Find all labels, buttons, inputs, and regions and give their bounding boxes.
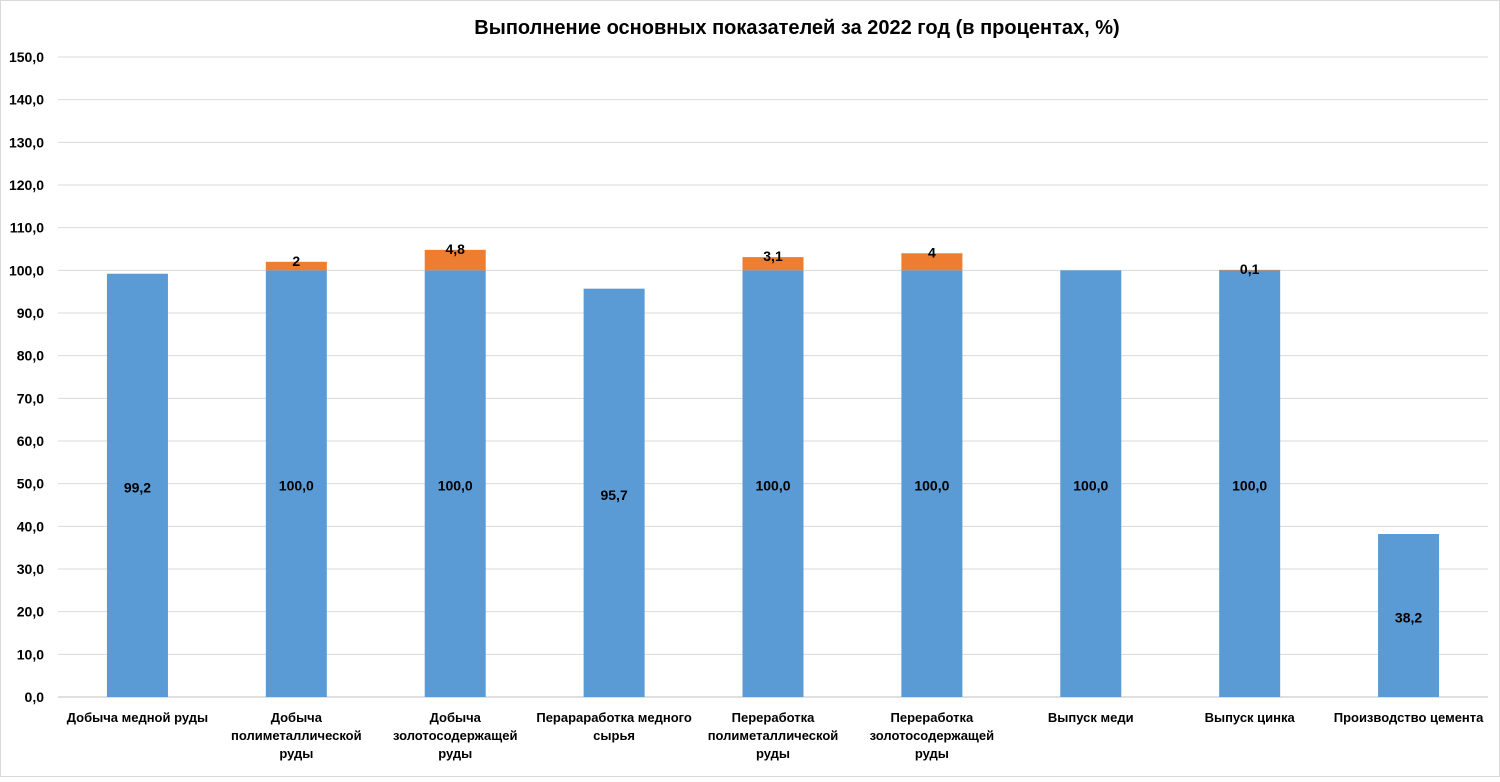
bar-overshoot <box>901 253 963 271</box>
data-label-base: 100,0 <box>1073 478 1108 494</box>
bar-base <box>106 273 168 697</box>
bar-base <box>265 270 327 697</box>
x-tick-label: Выпуск меди <box>1048 710 1134 725</box>
y-tick-label: 150,0 <box>9 49 44 65</box>
bar-overshoot <box>742 257 804 271</box>
data-label-base: 100,0 <box>914 478 949 494</box>
bar-overshoot <box>1219 269 1281 271</box>
x-tick-label: Переработка полиметаллической руды <box>708 710 839 761</box>
y-tick-label: 80,0 <box>17 348 44 364</box>
y-tick-label: 0,0 <box>25 689 45 705</box>
x-axis: Добыча медной руды Добыча полиметаллическо… <box>67 710 1484 761</box>
x-tick-label: Переработка золотосодержащей руды <box>870 710 994 761</box>
y-tick-label: 60,0 <box>17 433 44 449</box>
y-tick-label: 110,0 <box>10 220 44 236</box>
data-label-base: 100,0 <box>1232 478 1267 494</box>
data-label-base: 38,2 <box>1395 610 1422 626</box>
data-labels: 99,2 100,0 2 100,0 4,8 95,7 100,0 3,1 100,0 4 100,… <box>124 241 1423 626</box>
y-tick-label: 140,0 <box>9 92 44 108</box>
bar-base <box>1378 534 1440 697</box>
y-axis: 0,0 10,0 20,0 30,0 40,0 50,0 60,0 70,0 80,0 90,0 1… <box>9 49 44 705</box>
chart-title: Выполнение основных показателей за 2022 … <box>474 17 1119 39</box>
y-tick-label: 70,0 <box>17 390 44 406</box>
bar-base <box>424 270 486 697</box>
data-label-overshoot: 2 <box>292 253 300 269</box>
data-label-overshoot: 4 <box>928 244 936 260</box>
y-tick-label: 100,0 <box>9 262 44 278</box>
bar-base <box>742 270 804 697</box>
y-tick-label: 50,0 <box>17 476 44 492</box>
bar-base <box>901 270 963 697</box>
y-tick-label: 30,0 <box>17 561 44 577</box>
data-label-overshoot: 4,8 <box>445 241 465 257</box>
bars <box>106 249 1440 697</box>
x-tick-label: Выпуск цинка <box>1205 710 1296 725</box>
x-tick-label: Добыча медной руды <box>67 710 208 725</box>
x-tick-label: Производство цемента <box>1334 710 1484 725</box>
data-label-overshoot: 0,1 <box>1240 261 1260 277</box>
x-tick-label: Перараработка медного сырья <box>536 710 692 743</box>
y-tick-label: 10,0 <box>17 646 44 662</box>
y-tick-label: 40,0 <box>17 518 44 534</box>
data-label-base: 99,2 <box>124 479 151 495</box>
bar-overshoot <box>265 261 327 271</box>
y-tick-label: 90,0 <box>17 305 44 321</box>
data-label-base: 100,0 <box>755 478 790 494</box>
data-label-overshoot: 3,1 <box>763 248 783 264</box>
data-label-base: 100,0 <box>279 478 314 494</box>
data-label-base: 100,0 <box>438 478 473 494</box>
bar-base <box>1219 270 1281 697</box>
bar-base <box>1060 270 1122 697</box>
data-label-base: 95,7 <box>600 487 627 503</box>
x-tick-label: Добыча полиметаллической руды <box>231 710 362 761</box>
y-tick-label: 20,0 <box>17 604 44 620</box>
y-tick-label: 130,0 <box>9 134 44 150</box>
bar-base <box>583 288 645 697</box>
bar-overshoot <box>424 249 486 271</box>
x-tick-label: Добыча золотосодержащей руды <box>393 710 517 761</box>
y-tick-label: 120,0 <box>9 177 44 193</box>
